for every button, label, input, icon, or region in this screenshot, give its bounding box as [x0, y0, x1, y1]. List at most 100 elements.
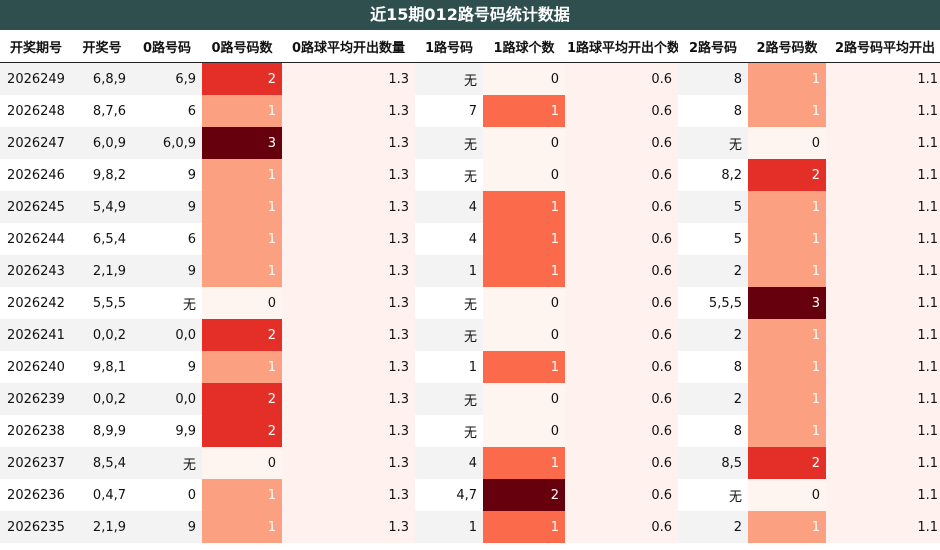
cell-lu2-avg: 1.1	[826, 255, 940, 287]
cell-lu1-avg: 0.6	[565, 287, 678, 319]
cell-lu2-haoma: 2	[678, 511, 748, 543]
cell-lu0-avg: 1.3	[282, 191, 415, 223]
cell-lu2-haoma: 5	[678, 191, 748, 223]
cell-lu2-haoma: 2	[678, 319, 748, 351]
column-header-lu1-count: 1路球个数	[483, 30, 565, 63]
cell-lu2-avg: 1.1	[826, 447, 940, 479]
cell-lu2-count: 3	[748, 287, 826, 319]
cell-lu2-count: 1	[748, 319, 826, 351]
cell-lu2-avg: 1.1	[826, 479, 940, 511]
cell-lu2-count: 1	[748, 255, 826, 287]
cell-lu0-count: 1	[202, 191, 282, 223]
cell-lu1-count: 0	[483, 383, 565, 415]
cell-lu1-avg: 0.6	[565, 447, 678, 479]
cell-lu0-haoma: 无	[132, 287, 202, 319]
cell-qihao: 2026244	[0, 223, 72, 255]
table-row: 2026240 9,8,1 9 1 1.3 1 1 0.6 8 1 1.1	[0, 351, 940, 383]
cell-lu1-count: 2	[483, 479, 565, 511]
cell-lu0-haoma: 0	[132, 479, 202, 511]
cell-lu1-count: 0	[483, 319, 565, 351]
cell-lu0-avg: 1.3	[282, 255, 415, 287]
cell-lu1-avg: 0.6	[565, 319, 678, 351]
cell-qihao: 2026245	[0, 191, 72, 223]
cell-haoma: 5,4,9	[72, 191, 132, 223]
table-row: 2026239 0,0,2 0,0 2 1.3 无 0 0.6 2 1 1.1	[0, 383, 940, 415]
cell-qihao: 2026240	[0, 351, 72, 383]
column-header-lu1-avg: 1路球平均开出个数	[565, 30, 678, 63]
cell-lu0-avg: 1.3	[282, 127, 415, 159]
cell-haoma: 0,4,7	[72, 479, 132, 511]
cell-lu0-haoma: 无	[132, 447, 202, 479]
cell-lu1-count: 1	[483, 255, 565, 287]
cell-qihao: 2026242	[0, 287, 72, 319]
cell-haoma: 6,5,4	[72, 223, 132, 255]
cell-lu2-avg: 1.1	[826, 319, 940, 351]
cell-lu0-count: 2	[202, 383, 282, 415]
table-row: 2026241 0,0,2 0,0 2 1.3 无 0 0.6 2 1 1.1	[0, 319, 940, 351]
cell-lu2-haoma: 无	[678, 127, 748, 159]
table-title: 近15期012路号码统计数据	[0, 0, 940, 30]
cell-lu0-avg: 1.3	[282, 62, 415, 95]
cell-lu1-count: 1	[483, 511, 565, 543]
cell-lu2-count: 2	[748, 447, 826, 479]
cell-lu1-haoma: 无	[415, 415, 483, 447]
cell-lu0-avg: 1.3	[282, 383, 415, 415]
cell-lu0-count: 2	[202, 319, 282, 351]
cell-lu0-haoma: 9,9	[132, 415, 202, 447]
table-row: 2026244 6,5,4 6 1 1.3 4 1 0.6 5 1 1.1	[0, 223, 940, 255]
cell-lu0-haoma: 9	[132, 159, 202, 191]
cell-lu1-haoma: 无	[415, 159, 483, 191]
cell-lu1-haoma: 1	[415, 255, 483, 287]
cell-lu2-haoma: 8,5	[678, 447, 748, 479]
column-header-lu1-haoma: 1路号码	[415, 30, 483, 63]
cell-lu1-avg: 0.6	[565, 159, 678, 191]
cell-lu0-avg: 1.3	[282, 447, 415, 479]
cell-qihao: 2026248	[0, 95, 72, 127]
cell-lu1-avg: 0.6	[565, 62, 678, 95]
cell-lu1-count: 1	[483, 191, 565, 223]
cell-lu1-count: 1	[483, 447, 565, 479]
cell-haoma: 9,8,1	[72, 351, 132, 383]
cell-lu1-avg: 0.6	[565, 415, 678, 447]
cell-lu2-count: 1	[748, 415, 826, 447]
cell-lu0-avg: 1.3	[282, 511, 415, 543]
cell-lu0-count: 1	[202, 479, 282, 511]
column-header-lu2-count: 2路号码数	[748, 30, 826, 63]
cell-lu0-count: 0	[202, 447, 282, 479]
cell-lu1-count: 0	[483, 127, 565, 159]
cell-lu0-avg: 1.3	[282, 479, 415, 511]
cell-lu2-avg: 1.1	[826, 287, 940, 319]
cell-lu0-avg: 1.3	[282, 95, 415, 127]
cell-lu0-count: 1	[202, 351, 282, 383]
cell-lu0-count: 1	[202, 255, 282, 287]
cell-lu0-haoma: 9	[132, 511, 202, 543]
cell-lu1-haoma: 1	[415, 351, 483, 383]
cell-lu1-avg: 0.6	[565, 127, 678, 159]
cell-lu0-haoma: 6,0,9	[132, 127, 202, 159]
cell-lu0-count: 1	[202, 95, 282, 127]
cell-lu0-avg: 1.3	[282, 319, 415, 351]
cell-lu0-haoma: 9	[132, 351, 202, 383]
cell-lu2-haoma: 无	[678, 479, 748, 511]
cell-lu0-haoma: 6	[132, 95, 202, 127]
cell-lu2-haoma: 8,2	[678, 159, 748, 191]
table-row: 2026242 5,5,5 无 0 1.3 无 0 0.6 5,5,5 3 1.1	[0, 287, 940, 319]
table-row: 2026248 8,7,6 6 1 1.3 7 1 0.6 8 1 1.1	[0, 95, 940, 127]
column-header-lu2-avg: 2路号码平均开出	[826, 30, 940, 63]
cell-lu1-haoma: 4	[415, 191, 483, 223]
table-row: 2026249 6,8,9 6,9 2 1.3 无 0 0.6 8 1 1.1	[0, 62, 940, 95]
cell-haoma: 6,8,9	[72, 62, 132, 95]
cell-lu2-haoma: 2	[678, 383, 748, 415]
table-row: 2026237 8,5,4 无 0 1.3 4 1 0.6 8,5 2 1.1	[0, 447, 940, 479]
cell-lu0-haoma: 9	[132, 255, 202, 287]
cell-lu2-haoma: 8	[678, 351, 748, 383]
cell-haoma: 2,1,9	[72, 255, 132, 287]
column-header-lu0-count: 0路号码数	[202, 30, 282, 63]
cell-lu1-avg: 0.6	[565, 95, 678, 127]
cell-qihao: 2026246	[0, 159, 72, 191]
cell-lu1-avg: 0.6	[565, 479, 678, 511]
cell-lu1-haoma: 无	[415, 62, 483, 95]
cell-lu1-count: 1	[483, 95, 565, 127]
cell-qihao: 2026238	[0, 415, 72, 447]
cell-lu1-count: 0	[483, 287, 565, 319]
